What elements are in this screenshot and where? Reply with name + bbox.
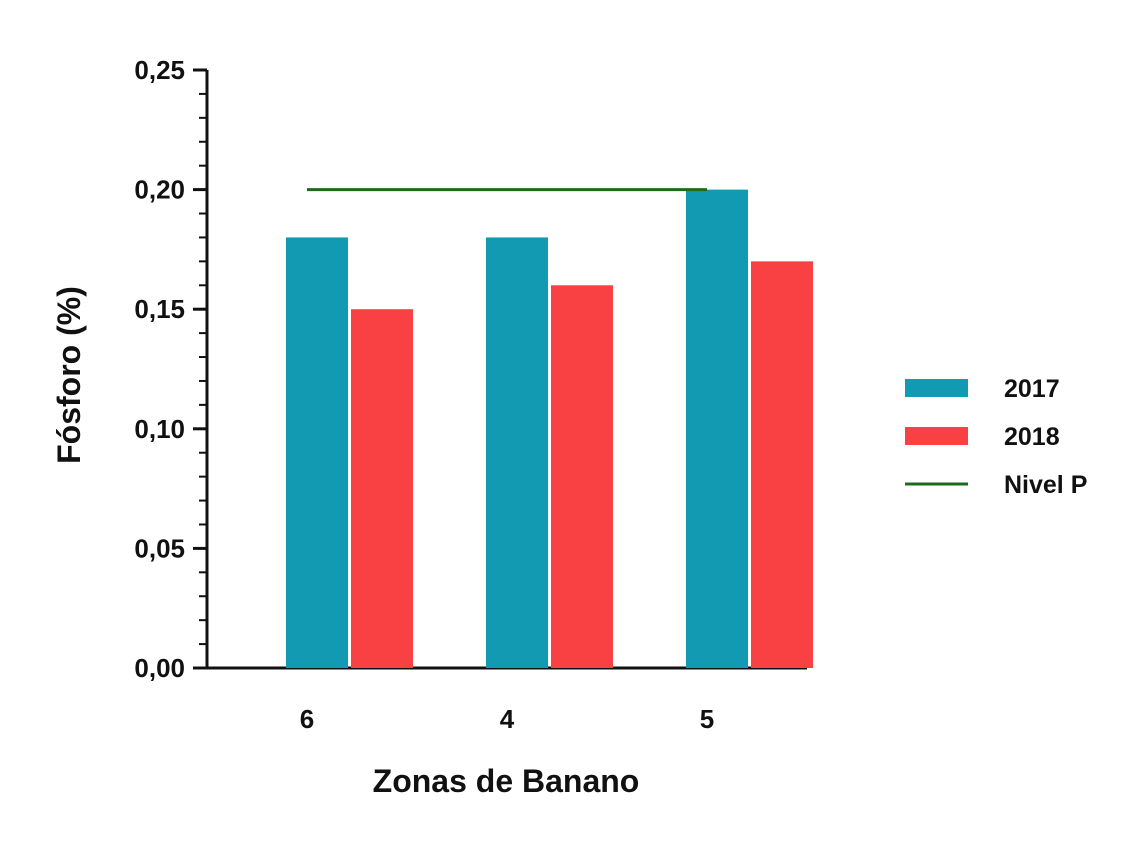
legend-swatch-2017 bbox=[905, 379, 968, 397]
y-tick-label: 0,20 bbox=[134, 175, 185, 205]
bar-2018-zone-5 bbox=[751, 261, 813, 668]
y-tick-label: 0,25 bbox=[134, 55, 185, 85]
bar-2017-zone-5 bbox=[686, 189, 748, 668]
x-axis-title: Zonas de Banano bbox=[373, 763, 640, 799]
x-tick-label: 4 bbox=[500, 704, 515, 734]
x-tick-label: 5 bbox=[700, 704, 714, 734]
x-axis: 6 4 5 bbox=[206, 666, 807, 734]
y-tick-label: 0,10 bbox=[134, 414, 185, 444]
legend-swatch-2018 bbox=[905, 427, 968, 445]
legend-label: 2018 bbox=[1004, 423, 1060, 451]
bars bbox=[286, 189, 813, 668]
bar-2017-zone-4 bbox=[486, 237, 548, 668]
bar-2018-zone-6 bbox=[351, 309, 413, 668]
y-tick-label: 0,00 bbox=[134, 653, 185, 683]
y-tick-label: 0,15 bbox=[134, 294, 185, 324]
y-axis: 0,00 0,05 0,10 0,15 0,20 0,25 bbox=[134, 55, 209, 683]
legend-label: 2017 bbox=[1004, 375, 1060, 403]
bar-2017-zone-6 bbox=[286, 237, 348, 668]
legend-label: Nivel P bbox=[1004, 471, 1087, 499]
x-tick-label: 6 bbox=[300, 704, 314, 734]
y-tick-label: 0,05 bbox=[134, 533, 185, 563]
legend: 2017 2018 Nivel P bbox=[905, 375, 1087, 499]
y-axis-title: Fósforo (%) bbox=[51, 286, 87, 464]
bar-2018-zone-4 bbox=[551, 285, 613, 668]
